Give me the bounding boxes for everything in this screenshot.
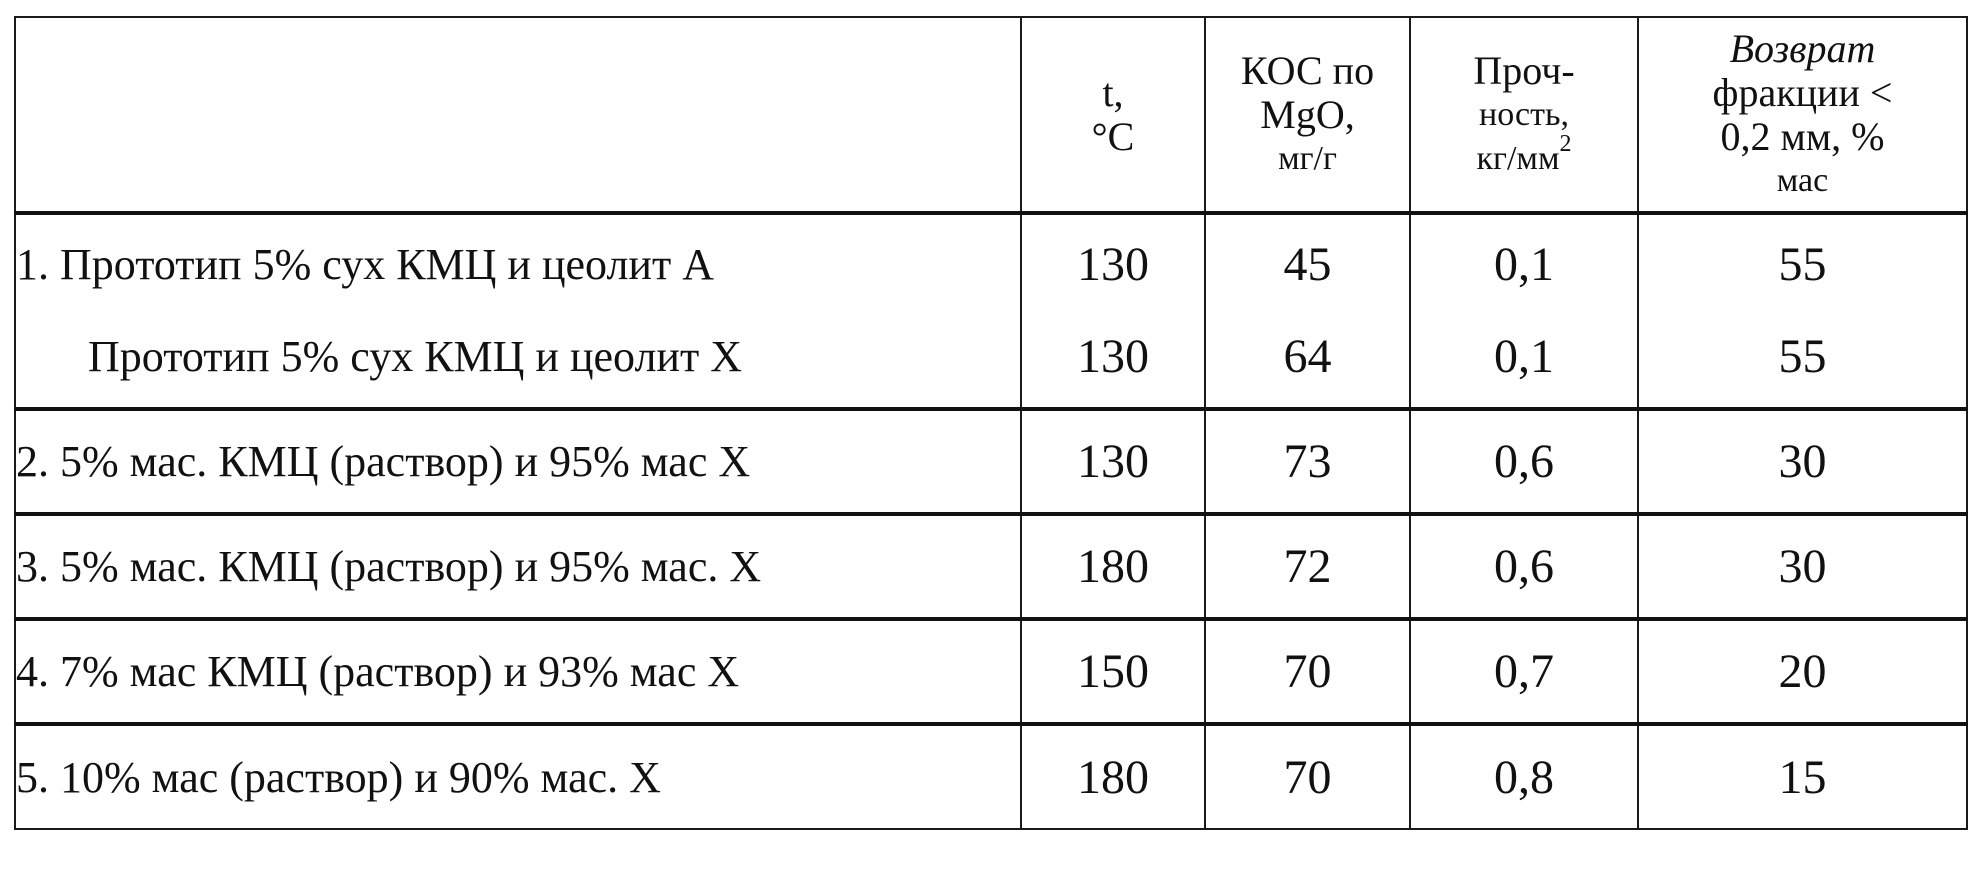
row-3-name: 3. 5% мас. КМЦ (раствор) и 95% мас. Х [15,514,1021,619]
table-header-row: t, °C КОС по MgO, мг/г Проч- ность, кг/м… [15,17,1967,213]
row-4-t: 150 [1021,619,1205,724]
table-row: 1. Прототип 5% сух КМЦ и цеолит А Протот… [15,213,1967,409]
row-1b-return: 55 [1639,311,1966,403]
row-1a-return: 55 [1639,219,1966,311]
row-kos-cell: 45 64 [1205,213,1410,409]
row-4-name: 4. 7% мас КМЦ (раствор) и 93% мас Х [15,619,1021,724]
row-5-kos: 70 [1205,724,1410,829]
header-kos: КОС по MgO, мг/г [1205,17,1410,213]
header-strength-line-2: ность, [1411,93,1637,137]
row-5-return: 15 [1638,724,1967,829]
row-2-t: 130 [1021,409,1205,514]
row-1a-name: 1. Прототип 5% сух КМЦ и цеолит А [16,219,1020,311]
row-1a-strength: 0,1 [1411,219,1637,311]
row-1a-kos: 45 [1206,219,1409,311]
table-row: 5. 10% мас (раствор) и 90% мас. Х 180 70… [15,724,1967,829]
header-return: Возврат фракции < 0,2 мм, % мас [1638,17,1967,213]
row-4-return: 20 [1638,619,1967,724]
header-return-line-2: фракции < [1639,71,1966,115]
header-temperature-line-1: t, [1022,71,1204,115]
table-row: 4. 7% мас КМЦ (раствор) и 93% мас Х 150 … [15,619,1967,724]
header-strength: Проч- ность, кг/мм2 [1410,17,1638,213]
row-2-name: 2. 5% мас. КМЦ (раствор) и 95% мас Х [15,409,1021,514]
header-temperature: t, °C [1021,17,1205,213]
results-table-sheet: t, °C КОС по MgO, мг/г Проч- ность, кг/м… [14,16,1966,878]
header-return-line-1: Возврат [1639,27,1966,71]
row-1a-t: 130 [1022,219,1204,311]
table-row: 2. 5% мас. КМЦ (раствор) и 95% мас Х 130… [15,409,1967,514]
row-return-cell: 55 55 [1638,213,1967,409]
row-2-strength: 0,6 [1410,409,1638,514]
row-5-strength: 0,8 [1410,724,1638,829]
header-strength-unit: кг/мм [1477,140,1560,177]
row-4-strength: 0,7 [1410,619,1638,724]
row-strength-cell: 0,1 0,1 [1410,213,1638,409]
row-3-strength: 0,6 [1410,514,1638,619]
header-kos-line-1: КОС по [1206,49,1409,93]
row-name-cell: 1. Прототип 5% сух КМЦ и цеолит А Протот… [15,213,1021,409]
header-kos-line-2: MgO, [1206,93,1409,137]
row-1b-strength: 0,1 [1411,311,1637,403]
header-strength-line-3: кг/мм2 [1411,137,1637,181]
row-3-return: 30 [1638,514,1967,619]
results-table: t, °C КОС по MgO, мг/г Проч- ность, кг/м… [14,16,1968,830]
row-2-kos: 73 [1205,409,1410,514]
row-5-t: 180 [1021,724,1205,829]
header-temperature-line-2: °C [1022,115,1204,159]
row-4-kos: 70 [1205,619,1410,724]
row-t-cell: 130 130 [1021,213,1205,409]
header-strength-exponent: 2 [1559,131,1571,157]
row-5-name: 5. 10% мас (раствор) и 90% мас. Х [15,724,1021,829]
row-2-return: 30 [1638,409,1967,514]
header-strength-line-1: Проч- [1411,49,1637,93]
header-return-line-3: 0,2 мм, % [1639,115,1966,159]
row-3-kos: 72 [1205,514,1410,619]
table-row: 3. 5% мас. КМЦ (раствор) и 95% мас. Х 18… [15,514,1967,619]
header-name-cell [15,17,1021,213]
header-return-line-4: мас [1639,159,1966,203]
header-kos-line-3: мг/г [1206,137,1409,181]
row-1b-name: Прототип 5% сух КМЦ и цеолит Х [16,311,1020,403]
row-1b-t: 130 [1022,311,1204,403]
row-1b-kos: 64 [1206,311,1409,403]
row-3-t: 180 [1021,514,1205,619]
